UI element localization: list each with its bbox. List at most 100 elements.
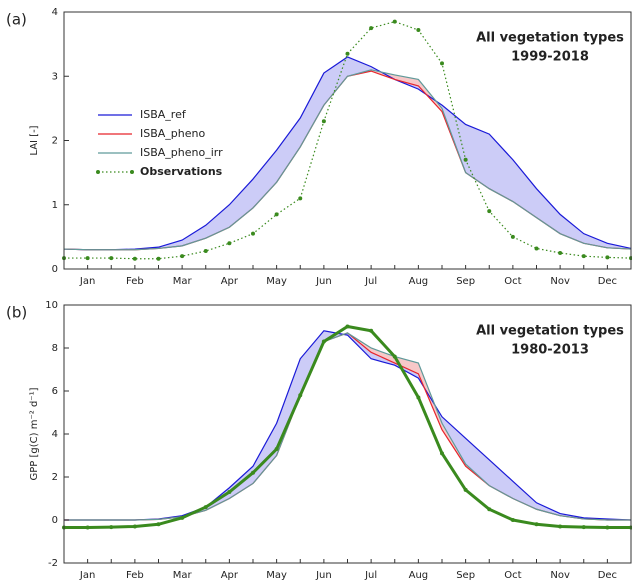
x-tick-label: Aug <box>409 570 429 581</box>
x-tick-label: May <box>266 570 287 581</box>
x-tick-label: Jan <box>79 570 95 581</box>
observation-point <box>298 196 303 201</box>
observation-point <box>392 19 397 24</box>
observation-point <box>298 393 303 398</box>
x-tick-label: Dec <box>598 276 617 287</box>
legend-label: ISBA_pheno_irr <box>140 146 223 159</box>
x-tick-label: Jun <box>315 570 332 581</box>
annotation: All vegetation types <box>476 324 624 339</box>
x-tick-label: Nov <box>550 276 570 287</box>
x-tick-label: Aug <box>409 276 429 287</box>
x-tick-label: Jan <box>79 276 95 287</box>
observation-point <box>558 250 563 255</box>
observation-point <box>345 324 350 329</box>
observation-point <box>605 525 610 530</box>
x-tick-label: Mar <box>173 276 193 287</box>
x-tick-label: Oct <box>504 276 521 287</box>
y-tick-label: 3 <box>52 71 58 82</box>
series-line <box>64 332 631 521</box>
legend-label: ISBA_pheno <box>140 127 205 140</box>
x-tick-label: Jun <box>315 276 332 287</box>
x-tick-label: Mar <box>173 570 193 581</box>
y-tick-label: 8 <box>52 343 58 354</box>
observation-point <box>463 157 468 162</box>
observation-point <box>345 51 350 56</box>
observation-point <box>510 518 515 522</box>
y-tick-label: 0 <box>52 515 58 526</box>
observation-point <box>534 522 539 527</box>
observation-point <box>510 234 515 239</box>
observation-point <box>109 525 114 530</box>
legend-label: ISBA_ref <box>140 108 187 121</box>
observation-point <box>274 212 279 217</box>
series-line <box>63 56 632 251</box>
spread-fill <box>64 332 631 520</box>
y-tick-label: 10 <box>45 300 58 311</box>
x-tick-label: Apr <box>221 276 239 287</box>
observation-point <box>440 451 444 456</box>
observation-point <box>156 522 161 527</box>
legend-marker <box>130 170 134 174</box>
series-line <box>63 69 632 251</box>
observation-point <box>180 515 185 520</box>
observation-point <box>392 354 397 359</box>
observation-point <box>274 447 279 452</box>
legend-marker <box>96 170 100 174</box>
series-line <box>64 332 631 521</box>
spread-fill <box>64 330 631 520</box>
y-tick-label: -2 <box>48 558 58 569</box>
observation-point <box>132 256 137 261</box>
series-line <box>64 330 632 521</box>
x-tick-label: Feb <box>126 570 144 581</box>
observation-point <box>156 256 161 261</box>
observation-point <box>487 209 492 214</box>
observation-point <box>85 525 90 530</box>
y-tick-label: 4 <box>52 429 58 440</box>
observation-point <box>487 507 492 512</box>
observation-point <box>416 27 421 32</box>
annotation: 1999-2018 <box>511 50 589 65</box>
annotation: 1980-2013 <box>511 343 589 358</box>
legend-label: Observations <box>140 165 223 178</box>
observation-point <box>251 231 255 236</box>
y-tick-label: 0 <box>52 264 58 275</box>
y-tick-label: 2 <box>52 136 58 147</box>
observation-point <box>369 328 374 333</box>
observation-point <box>321 119 326 124</box>
observation-point <box>227 241 232 246</box>
y-tick-label: 4 <box>52 7 58 18</box>
y-axis-label: GPP [g(C) m⁻² d⁻¹] <box>29 387 40 480</box>
panel-label: (b) <box>6 304 27 322</box>
x-tick-label: Nov <box>550 570 570 581</box>
observation-point <box>321 339 326 344</box>
observation-point <box>581 254 586 259</box>
annotation: All vegetation types <box>476 31 624 46</box>
x-tick-label: Jul <box>364 570 377 581</box>
spread-fill <box>64 56 631 250</box>
observation-point <box>463 487 468 492</box>
observation-point <box>369 26 374 31</box>
observation-point <box>109 256 114 261</box>
observation-point <box>227 490 232 495</box>
observation-point <box>180 254 185 259</box>
observation-point <box>440 61 444 66</box>
x-tick-label: Apr <box>221 570 239 581</box>
observation-point <box>132 524 137 529</box>
observation-point <box>203 249 208 254</box>
observation-point <box>251 470 255 475</box>
y-axis-label: LAI [-] <box>29 125 40 155</box>
observation-point <box>203 505 208 510</box>
y-tick-label: 2 <box>52 472 58 483</box>
observation-point <box>605 255 610 260</box>
x-tick-label: Sep <box>456 276 475 287</box>
observation-point <box>558 524 563 529</box>
x-tick-label: Sep <box>456 570 475 581</box>
x-tick-label: Feb <box>126 276 144 287</box>
panel-label: (a) <box>6 11 27 29</box>
x-tick-label: Jul <box>364 276 377 287</box>
observation-point <box>85 256 90 261</box>
x-tick-label: Dec <box>598 570 617 581</box>
observation-point <box>416 395 421 400</box>
y-tick-label: 1 <box>52 200 58 211</box>
